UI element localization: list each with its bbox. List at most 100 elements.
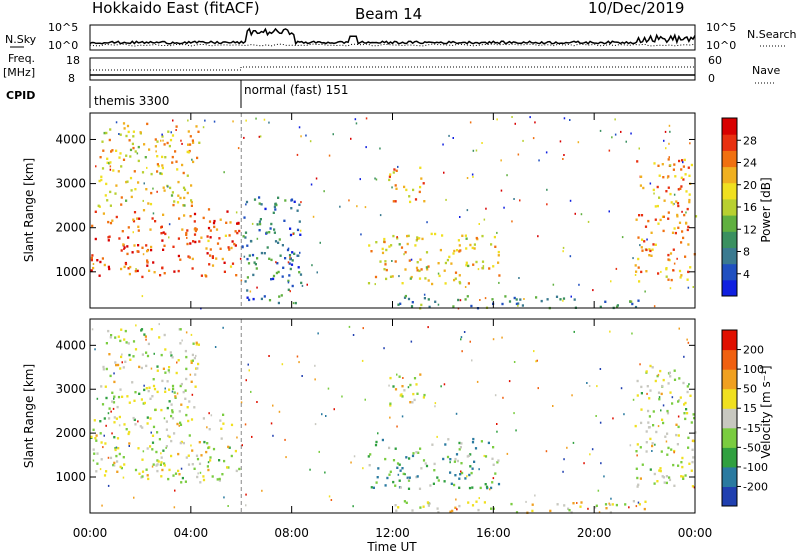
echo-cell-p1-r3 [471, 441, 475, 444]
echo-cell-p1-r1 [132, 340, 136, 343]
echo-cell-p0-r4 [383, 268, 386, 271]
sparse-echo-cell [434, 402, 437, 405]
sparse-echo-cell [569, 255, 572, 258]
echo-cell-p0-r4 [410, 275, 413, 279]
sparse-echo-cell [245, 379, 247, 382]
echo-cell-p0-r4 [427, 265, 430, 268]
echo-cell-p0-r6 [651, 248, 654, 251]
sparse-echo-cell [164, 387, 166, 390]
echo-cell-p0-r0 [177, 237, 180, 240]
sparse-echo-cell [143, 182, 145, 185]
echo-cell-p1-r2 [409, 401, 412, 404]
echo-cell-p1-r2 [422, 396, 425, 399]
echo-cell-p0-r0 [131, 251, 134, 254]
echo-cell-p1-r0 [162, 449, 165, 452]
echo-cell-p0-r1 [197, 130, 200, 133]
echo-cell-p0-r1 [128, 139, 131, 142]
echo-cell-p0-r1 [161, 135, 164, 138]
sparse-echo-cell [665, 440, 668, 443]
echo-cell-p1-r3 [479, 486, 482, 490]
echo-cell-p0-r4 [465, 237, 468, 240]
echo-cell-p0-r2 [274, 202, 277, 205]
echo-cell-p1-r4 [395, 509, 398, 512]
echo-cell-p0-r0 [133, 244, 136, 247]
echo-cell-p1-r4 [449, 510, 452, 513]
echo-cell-p1-r5 [668, 371, 671, 374]
sparse-echo-cell [208, 412, 210, 415]
echo-cell-p0-r4 [404, 268, 407, 271]
echo-cell-p1-r5 [648, 397, 651, 400]
echo-cell-p0-r4 [390, 244, 393, 247]
sparse-echo-cell [448, 134, 450, 137]
echo-cell-p1-r4 [568, 509, 571, 512]
sparse-echo-cell [455, 412, 458, 415]
echo-cell-p1-r5 [677, 464, 680, 467]
sparse-echo-cell [620, 130, 622, 133]
echo-cell-p1-r0 [159, 463, 162, 466]
echo-cell-p0-r1 [176, 201, 180, 204]
echo-cell-p0-r3 [388, 175, 391, 178]
sparse-echo-cell [249, 290, 252, 293]
sparse-echo-cell [569, 119, 571, 121]
echo-cell-p1-r0 [179, 441, 182, 445]
echo-cell-p1-r0 [104, 442, 107, 445]
echo-cell-p0-r0 [225, 221, 228, 224]
echo-cell-p1-r1 [120, 355, 123, 359]
echo-cell-p1-r0 [146, 422, 149, 425]
echo-cell-p0-r6 [670, 278, 673, 282]
echo-cell-p0-r6 [638, 280, 641, 283]
echo-cell-p1-r5 [647, 421, 650, 424]
echo-cell-p1-r4 [604, 503, 608, 506]
echo-cell-p1-r5 [666, 453, 669, 456]
echo-cell-p0-r4 [446, 258, 449, 262]
sparse-echo-cell [494, 394, 497, 397]
echo-cell-p0-r0 [211, 264, 215, 267]
colorbar-swatch [722, 447, 737, 468]
echo-cell-p1-r4 [510, 502, 513, 506]
echo-cell-p1-r0 [191, 463, 194, 466]
sparse-echo-cell [532, 137, 535, 140]
nave-label: Nave [752, 64, 780, 77]
sparse-echo-cell [459, 299, 462, 302]
echo-cell-p1-r5 [648, 426, 651, 429]
echo-cell-p1-r0 [223, 459, 226, 463]
echo-cell-p0-r0 [128, 272, 131, 276]
echo-cell-p1-r1 [179, 342, 182, 345]
echo-cell-p1-r1 [156, 369, 159, 372]
echo-cell-p0-r2 [272, 274, 276, 278]
echo-cell-p0-r0 [227, 246, 230, 249]
echo-cell-p1-r1 [104, 385, 107, 388]
echo-cell-p0-r4 [407, 234, 410, 238]
echo-cell-p0-r2 [244, 236, 247, 239]
echo-cell-p0-r3 [405, 188, 408, 192]
echo-cell-p1-r1 [168, 366, 171, 369]
sparse-echo-cell [92, 263, 95, 265]
echo-cell-p1-r5 [636, 443, 639, 446]
echo-cell-p1-r5 [645, 430, 648, 433]
sparse-echo-cell [383, 347, 385, 350]
sparse-echo-cell [456, 508, 458, 511]
sparse-echo-cell [309, 140, 312, 143]
echo-cell-p0-r6 [687, 225, 690, 229]
sparse-echo-cell [562, 299, 564, 302]
echo-cell-p0-r5 [599, 305, 602, 309]
echo-cell-p1-r5 [680, 461, 683, 464]
echo-cell-p0-r0 [120, 267, 123, 271]
echo-cell-p0-r6 [680, 241, 683, 244]
sparse-echo-cell [396, 373, 398, 376]
sparse-echo-cell [500, 189, 503, 192]
echo-cell-p1-r5 [649, 389, 652, 392]
echo-cell-p0-r2 [263, 295, 266, 298]
sparse-echo-cell [517, 304, 519, 307]
echo-cell-p1-r1 [114, 336, 117, 339]
echo-cell-p0-r2 [246, 289, 249, 292]
echo-cell-p0-r0 [108, 267, 111, 271]
sparse-echo-cell [113, 464, 116, 467]
echo-cell-p0-r2 [290, 198, 294, 201]
echo-cell-p0-r0 [137, 225, 140, 228]
echo-cell-p1-r1 [194, 373, 197, 376]
echo-cell-p1-r3 [399, 469, 402, 472]
echo-cell-p1-r3 [455, 453, 459, 456]
echo-cell-p1-r0 [196, 457, 200, 461]
echo-cell-p0-r0 [234, 244, 237, 247]
